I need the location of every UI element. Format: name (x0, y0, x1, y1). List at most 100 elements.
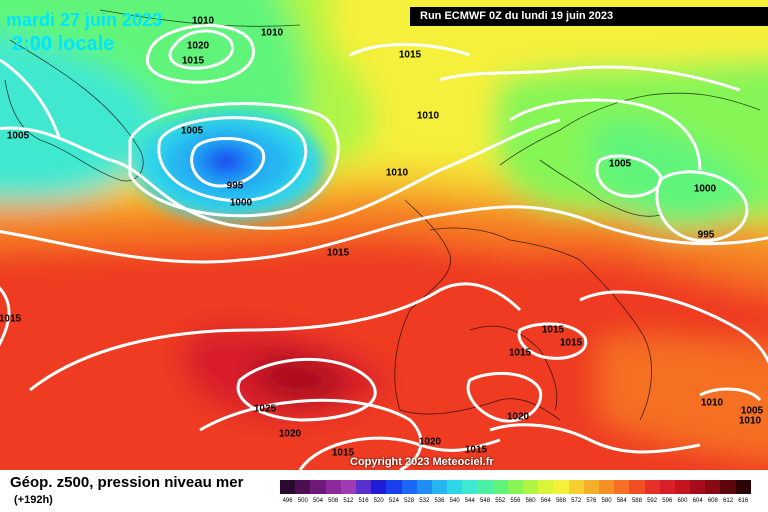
model-run-label: Run ECMWF 0Z du lundi 19 juin 2023 (410, 7, 768, 26)
legend-swatch (477, 480, 493, 494)
map-footer: Géop. z500, pression niveau mer (+192h) … (0, 470, 768, 512)
legend-value: 592 (647, 498, 658, 504)
legend-swatch (310, 480, 326, 494)
legend-swatch (431, 480, 448, 494)
legend-value: 524 (388, 498, 399, 504)
pressure-label: 1010 (738, 415, 762, 427)
legend-value: 512 (343, 498, 354, 504)
pressure-label: 1005 (608, 158, 632, 170)
legend-swatch (583, 480, 599, 494)
legend-value: 516 (358, 498, 369, 504)
legend-swatch (462, 480, 478, 494)
coastlines (4, 9, 761, 421)
pressure-label: 1015 (398, 49, 422, 61)
pressure-label: 1020 (418, 436, 442, 448)
pressure-label: 995 (226, 180, 244, 192)
pressure-label: 1010 (700, 397, 724, 409)
pressure-label: 1010 (191, 15, 215, 27)
copyright-text: Copyright 2023 Meteociel.fr (350, 456, 494, 468)
pressure-label: 1010 (416, 110, 440, 122)
legend-swatch (614, 480, 630, 494)
pressure-label: 1010 (260, 27, 284, 39)
forecast-date: mardi 27 juin 2023 (6, 10, 163, 30)
legend-swatch (705, 480, 721, 494)
legend-swatch (295, 480, 311, 494)
pressure-label: 1005 (6, 130, 30, 142)
legend-swatch (416, 480, 432, 494)
legend-value: 616 (738, 498, 749, 504)
low-pressure-field (135, 110, 325, 220)
legend-value: 612 (723, 498, 734, 504)
pressure-label: 1015 (181, 55, 205, 67)
legend-value: 496 (282, 498, 293, 504)
legend-swatch (340, 480, 356, 494)
legend-swatch (690, 480, 706, 494)
legend-swatch (598, 480, 615, 494)
pressure-label: 1015 (541, 324, 565, 336)
forecast-lead-time: (+192h) (14, 494, 53, 506)
pressure-label: 1015 (331, 447, 355, 459)
legend-swatch (507, 480, 523, 494)
color-scale (280, 480, 751, 494)
pressure-label: 1005 (740, 405, 764, 417)
legend-swatch (401, 480, 417, 494)
legend-value: 540 (449, 498, 460, 504)
geopotential-map-canvas (0, 0, 768, 470)
legend-swatch (629, 480, 645, 494)
legend-swatch (553, 480, 569, 494)
legend-value: 576 (586, 498, 597, 504)
legend-swatch (447, 480, 463, 494)
legend-swatch (492, 480, 508, 494)
legend-swatch (568, 480, 584, 494)
pressure-label: 1010 (385, 167, 409, 179)
legend-value: 564 (540, 498, 551, 504)
legend-value: 508 (328, 498, 339, 504)
legend-swatch (659, 480, 675, 494)
forecast-time: 2:00 locale (12, 33, 115, 55)
legend-value: 588 (631, 498, 642, 504)
pressure-label: 1015 (559, 337, 583, 349)
legend-swatch (371, 480, 387, 494)
legend-value: 548 (480, 498, 491, 504)
weather-map: mardi 27 juin 2023 2:00 locale Run ECMWF… (0, 0, 768, 470)
legend-swatch (674, 480, 691, 494)
pressure-label: 1025 (253, 403, 277, 415)
legend-value: 600 (677, 498, 688, 504)
legend-value: 580 (601, 498, 612, 504)
legend-swatch (386, 480, 402, 494)
pressure-label: 995 (697, 229, 715, 241)
legend-value: 568 (555, 498, 566, 504)
legend-value: 500 (297, 498, 308, 504)
pressure-label: 1015 (464, 444, 488, 456)
legend-swatch (355, 480, 372, 494)
legend-swatch (538, 480, 554, 494)
legend-value: 596 (662, 498, 673, 504)
color-scale-labels: 496 500 504 508 512 516 520 524 528 532 536 540 544 5… (280, 498, 751, 504)
legend-swatch (280, 480, 296, 494)
legend-value: 520 (373, 498, 384, 504)
legend-value: 608 (707, 498, 718, 504)
legend-swatch (644, 480, 660, 494)
legend-swatch (325, 480, 341, 494)
legend-value: 544 (464, 498, 475, 504)
map-title: Géop. z500, pression niveau mer (10, 474, 244, 491)
legend-swatch (735, 480, 751, 494)
pressure-label: 1020 (506, 411, 530, 423)
legend-value: 556 (510, 498, 521, 504)
legend-value: 504 (312, 498, 323, 504)
pressure-label: 1000 (693, 183, 717, 195)
pressure-label: 1020 (186, 40, 210, 52)
pressure-label: 1015 (508, 347, 532, 359)
pressure-label: 1015 (0, 313, 22, 325)
legend-value: 572 (571, 498, 582, 504)
pressure-label: 1000 (229, 197, 253, 209)
legend-value: 560 (525, 498, 536, 504)
legend-value: 528 (404, 498, 415, 504)
legend-value: 584 (616, 498, 627, 504)
legend-value: 536 (434, 498, 445, 504)
legend-value: 552 (495, 498, 506, 504)
legend-value: 604 (692, 498, 703, 504)
pressure-label: 1005 (180, 125, 204, 137)
legend-swatch (720, 480, 736, 494)
pressure-label: 1020 (278, 428, 302, 440)
